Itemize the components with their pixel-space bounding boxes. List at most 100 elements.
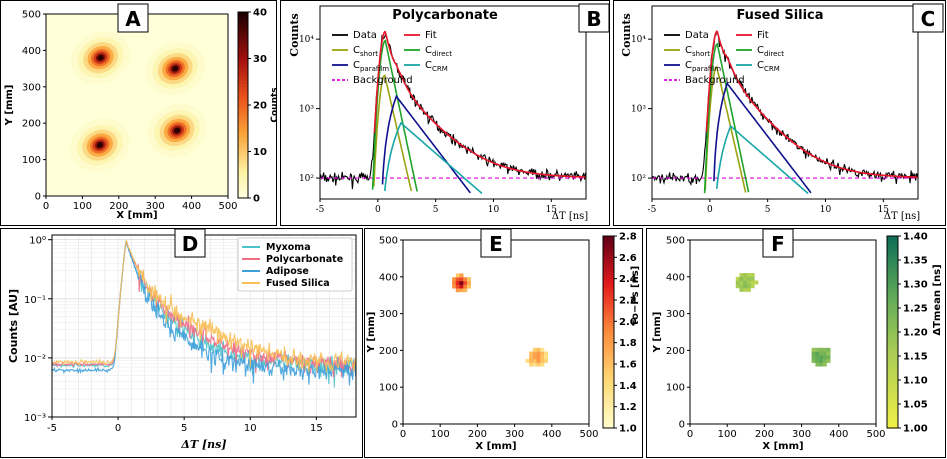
series-fused-silica — [51, 240, 357, 373]
spot-1-pixel — [525, 358, 530, 363]
spot-1-pixel — [529, 351, 534, 356]
spot-0-pixel — [739, 276, 744, 281]
d-ylabel: Counts [AU] — [7, 289, 20, 363]
panel-c-frame — [613, 0, 946, 226]
spot-0-pixel — [459, 284, 464, 289]
x-tick-label: 10 — [244, 423, 257, 434]
colorbar-f-segment — [887, 239, 898, 243]
spot-1-pixel — [532, 351, 537, 356]
y-tick-label: 500 — [22, 10, 41, 21]
colorbar-e-segment — [603, 380, 614, 384]
spot-0-pixel — [735, 280, 740, 285]
colorbar-a-segment — [238, 111, 248, 115]
c-direct-series — [703, 42, 750, 194]
x-tick-label: 400 — [182, 201, 201, 212]
colorbar-a-tick-label: 0 — [253, 194, 260, 205]
colorbar-e-segment — [603, 290, 614, 295]
colorbar-f-segment — [887, 376, 898, 381]
spot-0-pixel — [750, 273, 755, 278]
colorbar-a-segment — [238, 185, 248, 190]
colorbar-e-segment — [603, 242, 614, 247]
hotspot-a-0-ring — [97, 54, 104, 61]
legend-label: Cshort — [353, 45, 378, 58]
spot-1-pixel — [540, 358, 545, 363]
spot-0-pixel — [743, 276, 748, 281]
colorbar-e-segment — [603, 252, 614, 256]
colorbar-e-segment — [603, 309, 614, 314]
colorbar-a-segment — [238, 157, 248, 162]
colorbar-e: 1.0 1.2 1.4 1.6 1.8 2.0 2.2 2.4 2.6 2.8 — [602, 232, 637, 435]
spot-0-pixel — [463, 288, 468, 293]
colorbar-e-segment — [603, 418, 614, 423]
colorbar-f-segment — [887, 319, 898, 323]
f-ylabel: Y [mm] — [652, 312, 663, 354]
y-tick-label: 10² — [631, 174, 646, 184]
colorbar-e-segment — [603, 424, 614, 429]
colorbar-e-segment — [603, 268, 614, 272]
colorbar-f-segment — [887, 367, 898, 371]
colorbar-e-segment — [603, 312, 614, 317]
heatmap-a-hotspots — [46, 14, 228, 196]
spot-0-pixel — [739, 273, 744, 278]
x-tick-label: 15 — [546, 205, 558, 215]
a-xlabel: X [mm] — [116, 210, 157, 221]
x-tick-label: 100 — [718, 429, 737, 440]
colorbar-e-segment — [603, 351, 614, 355]
legend-label-subscript: short — [360, 50, 378, 58]
colorbar-f-segment — [887, 328, 898, 333]
colorbar-a-segment — [238, 191, 248, 196]
heatmap-a-background — [46, 14, 228, 196]
spot-0-pixel — [746, 287, 751, 292]
x-tick-label: -5 — [47, 423, 57, 434]
colorbar-a-segment — [238, 176, 248, 180]
colorbar-a-segment — [238, 148, 248, 153]
colorbar-f-segment — [887, 402, 898, 407]
colorbar-e-segment — [603, 412, 614, 416]
spot-0-pixel — [455, 277, 460, 282]
spot-1-pixel — [819, 355, 824, 360]
y-tick-label: 10³ — [631, 105, 646, 115]
colorbar-f-segment — [887, 344, 898, 349]
colorbar-a-segment — [238, 39, 248, 44]
fit-series — [705, 30, 918, 178]
colorbar-f-tick-label: 1.15 — [903, 352, 928, 363]
spot-0-pixel — [746, 276, 751, 281]
colorbar-f-segment — [887, 261, 898, 266]
colorbar-e-segment — [603, 364, 614, 368]
spot-1-pixel — [815, 351, 820, 356]
colorbar-a-segment — [238, 70, 248, 75]
plot-b-curves — [319, 30, 587, 195]
axes-d-ticks: -5 0 5 10 15 10⁻³ 10⁻² 10⁻¹ 10⁰ — [24, 236, 323, 434]
colorbar-f-segment — [887, 258, 898, 263]
spot-1-pixel — [826, 351, 831, 356]
colorbar-f-tick-label: 1.10 — [903, 376, 928, 387]
colorbar-e-segment — [603, 402, 614, 407]
spot-0-pixel — [746, 273, 751, 278]
c-crm-series — [384, 121, 483, 195]
spot-1-pixel — [532, 355, 537, 360]
colorbar-e-segment — [603, 421, 614, 426]
spot-1-pixel — [529, 355, 534, 360]
x-tick-label: 10 — [820, 205, 832, 215]
legend-label-subscript: parafilm — [692, 65, 721, 73]
x-tick-label: 5 — [765, 205, 771, 215]
colorbar-a-segment — [238, 49, 248, 53]
x-tick-label: 5 — [181, 423, 187, 434]
hotspot-a-2-ring — [96, 142, 103, 148]
x-tick-label: 0 — [400, 429, 406, 440]
colorbar-a-segment — [238, 27, 248, 32]
colorbar-a-segment — [238, 43, 248, 47]
colorbar-e-segment — [603, 306, 614, 311]
y-tick-label: 300 — [379, 309, 398, 320]
colorbar-f: 1.00 1.05 1.10 1.15 1.20 1.25 1.30 1.35 1.40 — [886, 232, 928, 435]
colorbar-f-tick-label: 1.40 — [903, 232, 928, 243]
colorbar-e-segment — [603, 354, 614, 359]
colorbar-a-segment — [238, 139, 248, 143]
colorbar-a-segment — [238, 145, 248, 149]
legend-c: Data Fit Cshort Cdirect Cparafilm CCRM Backgro… — [664, 30, 784, 86]
y-tick-label: 400 — [22, 46, 41, 57]
legend-label: Polycarbonate — [266, 254, 343, 265]
colorbar-e-segment — [603, 300, 614, 304]
colorbar-a-segment — [238, 55, 248, 60]
